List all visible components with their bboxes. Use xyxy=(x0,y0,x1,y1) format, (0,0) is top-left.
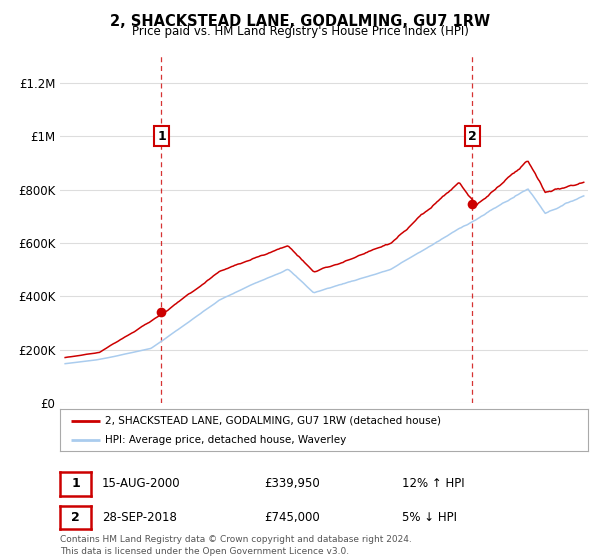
Text: £745,000: £745,000 xyxy=(264,511,320,524)
Text: 2: 2 xyxy=(468,129,476,143)
Text: 5% ↓ HPI: 5% ↓ HPI xyxy=(402,511,457,524)
Text: 2: 2 xyxy=(71,511,80,524)
Text: 1: 1 xyxy=(71,477,80,491)
Text: £339,950: £339,950 xyxy=(264,477,320,491)
Text: Price paid vs. HM Land Registry's House Price Index (HPI): Price paid vs. HM Land Registry's House … xyxy=(131,25,469,38)
Text: HPI: Average price, detached house, Waverley: HPI: Average price, detached house, Wave… xyxy=(105,435,346,445)
Text: Contains HM Land Registry data © Crown copyright and database right 2024.
This d: Contains HM Land Registry data © Crown c… xyxy=(60,535,412,556)
Text: 15-AUG-2000: 15-AUG-2000 xyxy=(102,477,181,491)
Text: 28-SEP-2018: 28-SEP-2018 xyxy=(102,511,177,524)
Text: 1: 1 xyxy=(157,129,166,143)
Text: 2, SHACKSTEAD LANE, GODALMING, GU7 1RW (detached house): 2, SHACKSTEAD LANE, GODALMING, GU7 1RW (… xyxy=(105,416,441,426)
Text: 2, SHACKSTEAD LANE, GODALMING, GU7 1RW: 2, SHACKSTEAD LANE, GODALMING, GU7 1RW xyxy=(110,14,490,29)
Text: 12% ↑ HPI: 12% ↑ HPI xyxy=(402,477,464,491)
